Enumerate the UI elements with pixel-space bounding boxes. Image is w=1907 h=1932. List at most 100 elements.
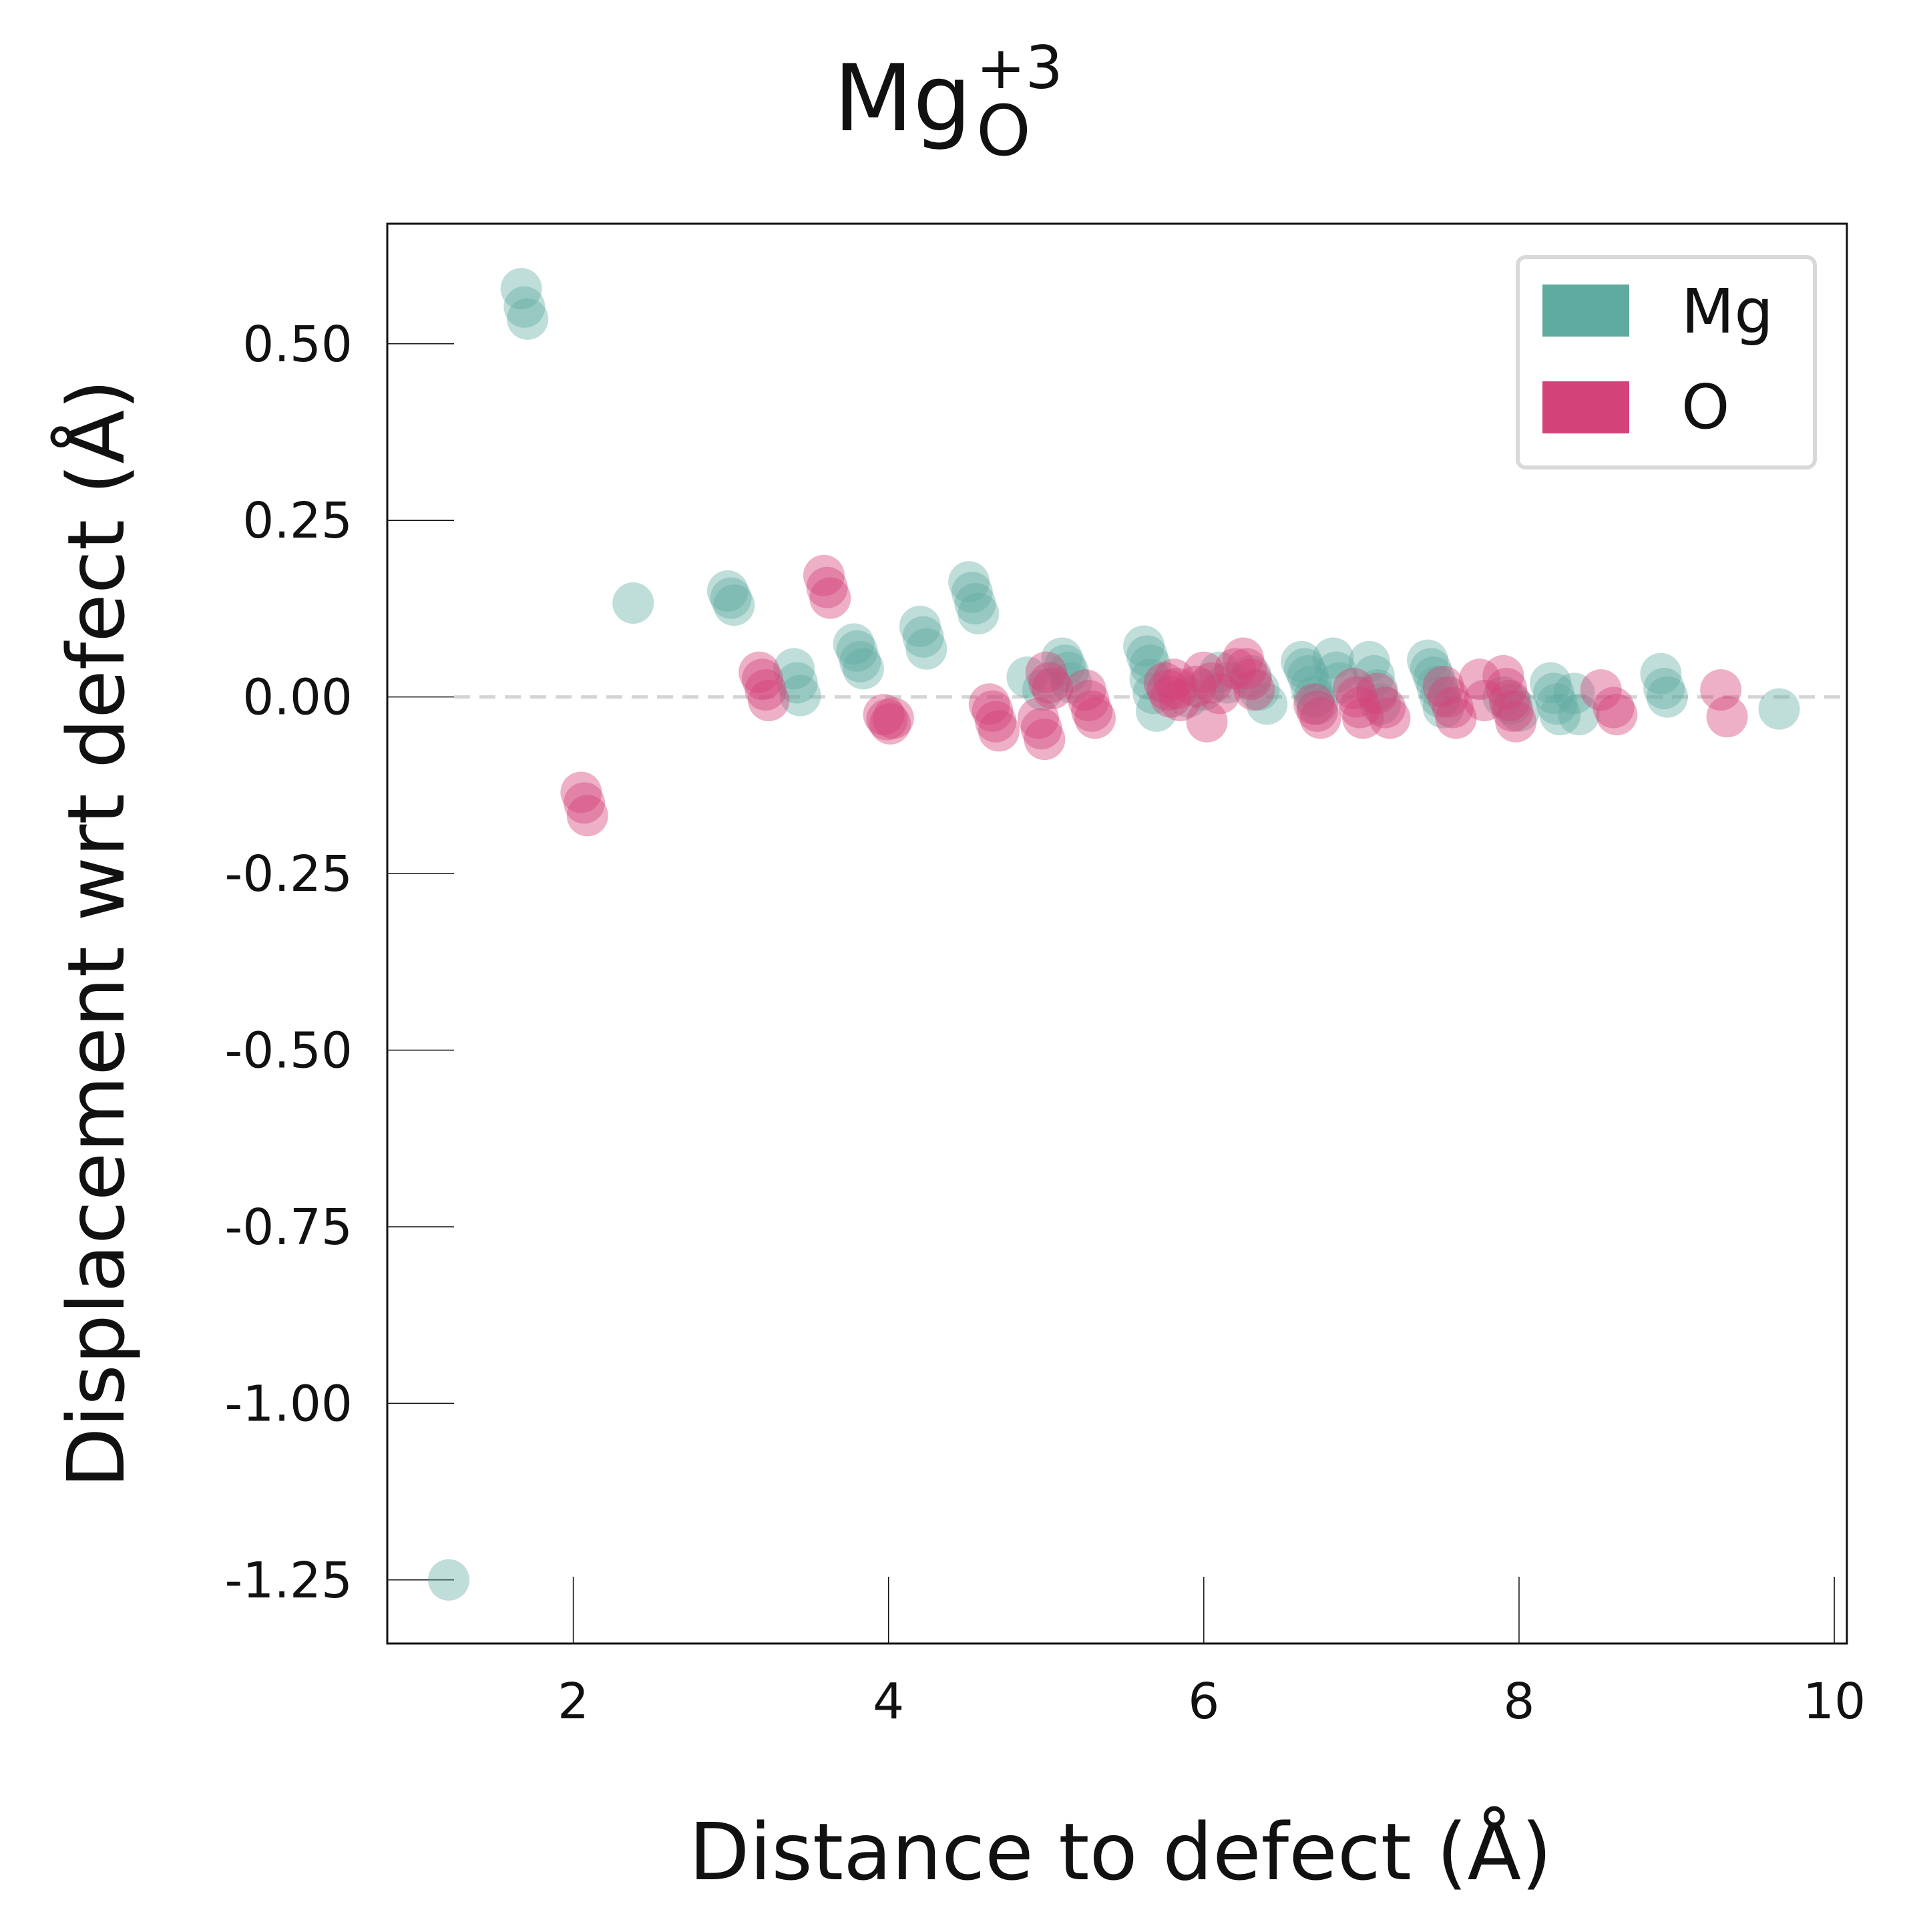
data-point-o: [1339, 687, 1381, 729]
data-point-mg: [1490, 683, 1532, 725]
data-point-mg: [1293, 676, 1335, 718]
data-point-o: [1458, 658, 1500, 701]
data-point-o: [1225, 648, 1267, 690]
data-point-o: [1025, 651, 1067, 693]
data-point-mg: [1006, 656, 1048, 699]
data-point-mg: [905, 628, 947, 670]
data-point-o: [1495, 701, 1537, 743]
data-point-o: [872, 697, 914, 739]
data-point-mg: [1230, 654, 1272, 697]
data-point-o: [748, 679, 790, 721]
data-point-mg: [899, 605, 941, 647]
y-tick-label: 0.50: [242, 316, 353, 373]
data-point-mg: [1536, 683, 1578, 725]
data-point-mg: [1047, 651, 1089, 693]
data-point-mg: [954, 583, 996, 625]
data-point-mg: [1315, 651, 1357, 693]
data-point-mg: [1050, 662, 1092, 704]
data-point-mg: [1416, 665, 1458, 707]
legend-label-mg: Mg: [1681, 276, 1773, 347]
data-point-o: [1580, 669, 1622, 711]
data-point-mg: [1498, 690, 1540, 732]
axis-ticks: 2 4 6 8 10 0.50 0.25 0.00 -0.25 -0.50 -0.75 -1.00 -1…: [225, 316, 1866, 1730]
data-point-mg: [1129, 658, 1171, 701]
data-point-mg: [1281, 640, 1323, 683]
data-point-o: [1335, 676, 1378, 718]
data-point-o: [1222, 637, 1264, 679]
data-point-mg: [507, 298, 549, 340]
data-point-o: [1215, 648, 1257, 690]
data-point-mg: [1207, 662, 1249, 704]
data-point-mg: [1356, 669, 1398, 711]
data-point-o: [1706, 696, 1748, 738]
data-point-o: [1024, 719, 1066, 761]
data-point-mg: [839, 640, 881, 683]
data-point-mg: [1199, 651, 1241, 693]
data-point-mg: [1646, 676, 1688, 718]
chart-title: Mg +3 O: [833, 33, 1062, 172]
data-point-o: [1032, 667, 1074, 709]
data-point-mg: [612, 582, 654, 624]
data-point-mg: [1348, 640, 1390, 683]
y-tick-label: 0.25: [242, 492, 353, 550]
x-tick-label: 10: [1803, 1673, 1866, 1730]
chart-title-base: Mg: [833, 45, 972, 152]
data-point-o: [863, 694, 905, 736]
data-point-o: [1482, 654, 1524, 697]
data-point-mg: [1410, 648, 1452, 690]
data-point-o: [1342, 697, 1384, 739]
data-point-mg: [1482, 676, 1524, 718]
legend-swatch-o: [1542, 381, 1629, 433]
data-point-o: [806, 566, 848, 608]
scatter-points: [428, 268, 1800, 1601]
data-point-o: [978, 710, 1020, 752]
data-point-mg: [1643, 667, 1685, 709]
data-point-mg: [1558, 694, 1600, 736]
data-point-mg: [1353, 654, 1395, 697]
data-point-mg: [1640, 652, 1682, 695]
data-point-o: [1017, 697, 1059, 739]
data-point-o: [1020, 708, 1062, 750]
data-point-o: [869, 703, 911, 745]
data-point-mg: [1283, 648, 1325, 690]
data-point-o: [1143, 662, 1185, 704]
legend: Mg O: [1516, 255, 1817, 469]
data-point-o: [803, 554, 845, 596]
data-point-mg: [1246, 683, 1288, 725]
data-point-mg: [1287, 654, 1329, 697]
data-point-o: [1486, 667, 1528, 709]
x-tick-label: 4: [873, 1673, 904, 1730]
data-point-mg: [503, 286, 546, 328]
data-point-o: [1593, 687, 1635, 729]
data-point-o: [1299, 697, 1341, 739]
data-point-o: [564, 782, 606, 824]
data-point-o: [741, 658, 783, 701]
data-point-mg: [776, 662, 818, 704]
y-axis-label: Displacement wrt defect (Å): [50, 379, 142, 1489]
data-point-o: [1700, 669, 1742, 711]
data-point-o: [1488, 679, 1530, 721]
data-point-o: [1369, 697, 1411, 739]
data-point-mg: [1296, 683, 1338, 725]
data-point-o: [1191, 662, 1233, 704]
data-point-o: [1427, 676, 1469, 718]
data-point-mg: [1422, 687, 1464, 729]
data-point-mg: [1136, 690, 1178, 732]
data-point-o: [566, 795, 608, 837]
data-point-mg: [836, 630, 878, 672]
data-point-mg: [1022, 669, 1064, 711]
data-point-mg: [706, 570, 749, 612]
data-point-o: [1071, 690, 1113, 732]
data-point-o: [1432, 687, 1474, 729]
data-point-mg: [1132, 672, 1175, 715]
data-point-o: [1150, 676, 1192, 718]
data-point-mg: [710, 577, 752, 619]
data-point-o: [1064, 669, 1106, 711]
data-point-mg: [1530, 662, 1572, 704]
data-point-o: [1230, 658, 1272, 701]
data-point-o: [1492, 690, 1534, 732]
data-point-o: [1333, 667, 1375, 709]
data-point-mg: [779, 674, 821, 717]
data-point-o: [975, 701, 1017, 743]
data-point-o: [745, 669, 787, 711]
